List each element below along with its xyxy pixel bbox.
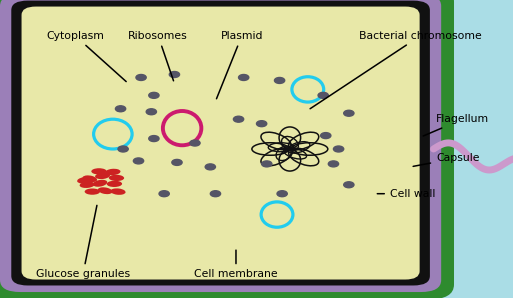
Circle shape — [277, 191, 287, 197]
Text: Flagellum: Flagellum — [423, 114, 489, 136]
Circle shape — [159, 191, 169, 197]
Circle shape — [239, 74, 249, 80]
Ellipse shape — [107, 181, 122, 187]
Ellipse shape — [83, 176, 97, 182]
Ellipse shape — [105, 169, 121, 175]
Circle shape — [233, 116, 244, 122]
Circle shape — [190, 140, 200, 146]
Text: Cell wall: Cell wall — [377, 189, 435, 199]
Ellipse shape — [85, 188, 100, 195]
Ellipse shape — [95, 173, 110, 179]
Circle shape — [318, 92, 328, 98]
Ellipse shape — [93, 180, 107, 187]
Circle shape — [344, 110, 354, 116]
Circle shape — [149, 92, 159, 98]
Text: Capsule: Capsule — [413, 153, 480, 166]
Circle shape — [256, 121, 267, 127]
Ellipse shape — [98, 187, 112, 194]
Ellipse shape — [110, 188, 126, 195]
Circle shape — [133, 158, 144, 164]
FancyBboxPatch shape — [0, 0, 454, 298]
Circle shape — [172, 159, 182, 165]
Circle shape — [115, 106, 126, 112]
Circle shape — [344, 182, 354, 188]
Circle shape — [118, 146, 128, 152]
FancyBboxPatch shape — [22, 7, 420, 280]
FancyBboxPatch shape — [11, 1, 430, 285]
Text: Cell membrane: Cell membrane — [194, 250, 278, 279]
Ellipse shape — [109, 175, 124, 181]
Circle shape — [262, 161, 272, 167]
Text: Bacterial chromosome: Bacterial chromosome — [310, 31, 482, 109]
Circle shape — [169, 72, 180, 77]
Text: Glucose granules: Glucose granules — [36, 205, 130, 279]
Text: Cytoplasm: Cytoplasm — [46, 31, 126, 82]
Ellipse shape — [91, 168, 107, 175]
Circle shape — [149, 136, 159, 142]
FancyBboxPatch shape — [0, 0, 441, 292]
Circle shape — [210, 191, 221, 197]
Ellipse shape — [13, 1, 428, 285]
Circle shape — [146, 109, 156, 115]
Ellipse shape — [80, 181, 95, 188]
Text: Plasmid: Plasmid — [216, 31, 263, 99]
Circle shape — [274, 77, 285, 83]
Ellipse shape — [77, 177, 92, 184]
Circle shape — [136, 74, 146, 80]
Text: Ribosomes: Ribosomes — [128, 31, 188, 81]
Circle shape — [321, 133, 331, 139]
Circle shape — [205, 164, 215, 170]
Circle shape — [333, 146, 344, 152]
Circle shape — [328, 161, 339, 167]
